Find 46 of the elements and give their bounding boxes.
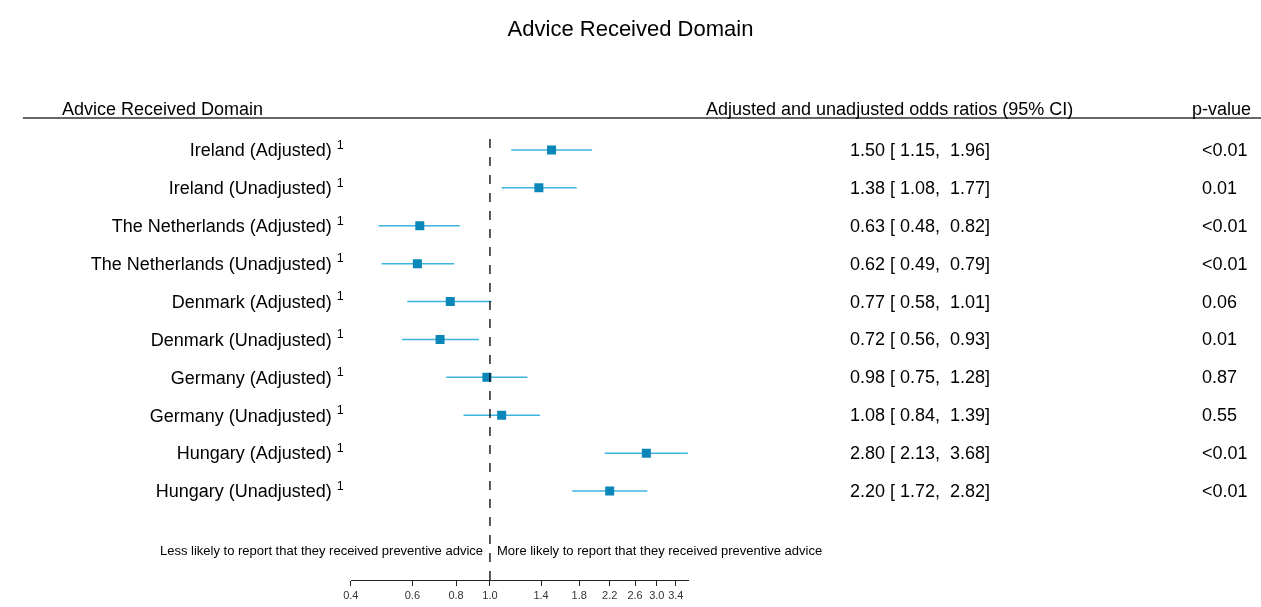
text: 0.01 — [1202, 178, 1238, 198]
data-label: 2.80 [ 2.13, 3.68] — [850, 443, 991, 463]
data-label: 0.72 [ 0.56, 0.93] — [850, 329, 991, 349]
text: Less likely to report that they received preventive advice — [160, 543, 484, 558]
x-tick-label: 1.8 — [571, 589, 587, 602]
data-label: 0.98 [ 0.75, 1.28] — [850, 367, 991, 387]
y-tick-label: Denmark (Adjusted) $^{1}$ — [171, 289, 344, 312]
data-label: 0.63 [ 0.48, 0.82] — [850, 216, 991, 236]
data-label: 1.50 [ 1.15, 1.96] — [850, 140, 991, 160]
x-tick-label: 1.0 — [482, 589, 498, 602]
x-tick-label: 3.4 — [668, 589, 684, 602]
text: <0.01 — [1202, 216, 1248, 236]
text: <0.01 — [1202, 140, 1248, 160]
x-tick-label: 0.8 — [448, 589, 464, 602]
y-tick-label: The Netherlands (Adjusted) $^{1}$ — [111, 213, 344, 237]
text: 0.55 — [1202, 405, 1238, 425]
data-label: 0.77 [ 0.58, 1.01] — [850, 292, 991, 312]
x-tick-label: 2.6 — [627, 589, 643, 602]
text: 0.87 — [1202, 367, 1238, 387]
y-tick-label: The Netherlands (Unadjusted) $^{1}$ — [90, 251, 344, 274]
text: <0.01 — [1202, 254, 1248, 274]
x-tick-label: 2.2 — [602, 589, 618, 602]
text: p-value — [1192, 99, 1252, 119]
text: 0.01 — [1202, 329, 1238, 349]
text: More likely to report that they received preventive advice — [497, 543, 823, 558]
text: 0.06 — [1202, 292, 1238, 312]
data-label: 0.62 [ 0.49, 0.79] — [850, 254, 991, 274]
y-tick-label: Denmark (Unadjusted) $^{1}$ — [150, 327, 344, 350]
chart-title: Advice Received Domain — [507, 15, 754, 41]
data-label: 2.20 [ 1.72, 2.82] — [850, 481, 991, 501]
text: <0.01 — [1202, 481, 1248, 501]
y-tick-label: Ireland (Unadjusted) $^{1}$ — [168, 175, 344, 199]
data-label: 1.08 [ 0.84, 1.39] — [850, 405, 991, 425]
x-tick-label: 1.4 — [533, 589, 549, 602]
x-tick-label: 0.6 — [404, 589, 421, 602]
x-tick-label: 3.0 — [649, 589, 665, 602]
y-tick-label: Ireland (Adjusted) $^{1}$ — [189, 137, 344, 161]
y-tick-label: Germany (Unadjusted) $^{1}$ — [149, 402, 344, 426]
data-label: 1.38 [ 1.08, 1.77] — [850, 178, 991, 198]
x-tick-label: 0.4 — [343, 589, 359, 602]
y-tick-label: Hungary (Unadjusted) $^{1}$ — [155, 478, 344, 502]
text: Adjusted and unadjusted odds ratios (95% CI) — [706, 99, 1074, 119]
text: <0.01 — [1202, 443, 1248, 463]
y-tick-label: Germany (Adjusted) $^{1}$ — [170, 365, 344, 388]
y-tick-label: Hungary (Adjusted) $^{1}$ — [176, 440, 344, 464]
text: Advice Received Domain — [62, 99, 264, 119]
